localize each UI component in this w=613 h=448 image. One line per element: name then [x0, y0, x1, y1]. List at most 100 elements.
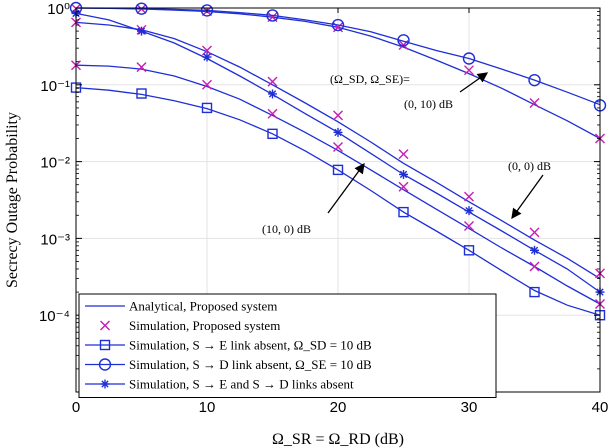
- data-point-proposed-0-0-stroke: [333, 110, 343, 121]
- data-point-proposed-10-0: [136, 62, 147, 73]
- legend-marker: [99, 339, 111, 351]
- x-tick-label: 40: [592, 399, 609, 416]
- data-point-no-se: [201, 102, 213, 114]
- legend-marker-shape: [98, 358, 112, 371]
- data-point-no-sd-shape: [200, 4, 214, 17]
- data-point-proposed-0-10-stroke: [529, 97, 540, 108]
- data-point-no-sd: [331, 18, 345, 32]
- data-point-no-se-sd: [464, 206, 474, 216]
- legend-marker: [100, 379, 110, 389]
- data-point-proposed-0-10-stroke: [464, 65, 474, 76]
- legend-item: Simulation, S → E and S → D links absent: [85, 377, 354, 392]
- data-point-no-sd-shape: [135, 2, 148, 15]
- data-point-no-se: [267, 128, 278, 140]
- annotation-arrow-10-0: [327, 162, 365, 214]
- data-point-proposed-10-0: [464, 221, 474, 232]
- data-point-proposed-10-0-stroke: [529, 261, 540, 272]
- data-point-no-se-sd-stroke: [137, 27, 146, 35]
- data-point-no-se: [332, 164, 344, 176]
- data-point-no-se-shape: [136, 88, 147, 99]
- data-point-proposed-10-0: [202, 79, 212, 90]
- data-point-proposed-0-0: [529, 227, 540, 238]
- data-point-no-se-sd: [268, 89, 277, 99]
- data-point-no-sd-shape: [331, 18, 345, 32]
- x-tick-label: 30: [461, 399, 478, 416]
- data-point-no-se-sd: [530, 245, 539, 255]
- legend-marker-stroke: [101, 380, 109, 388]
- data-point-proposed-10-0-stroke: [398, 181, 409, 192]
- data-point-proposed-0-0-stroke: [464, 191, 474, 202]
- x-tick-label: 0: [72, 399, 80, 416]
- series-no-sd: [69, 1, 607, 112]
- data-point-no-se-sd: [399, 169, 408, 179]
- data-point-no-se-sd-stroke: [334, 128, 342, 137]
- data-point-no-sd: [528, 73, 541, 87]
- data-point-proposed-10-0-stroke: [136, 62, 147, 73]
- data-point-no-se-sd: [333, 127, 343, 137]
- data-point-proposed-0-0-stroke: [398, 149, 409, 160]
- data-point-no-se-shape: [267, 128, 278, 140]
- data-point-no-sd-shape: [462, 52, 476, 65]
- data-point-no-sd: [397, 34, 410, 47]
- legend-box: [78, 293, 497, 398]
- data-point-proposed-10-0-stroke: [464, 221, 474, 232]
- data-point-proposed-10-0: [333, 141, 343, 152]
- series-proposed-10-0: [71, 60, 605, 309]
- data-point-no-se-shape: [398, 206, 409, 218]
- data-point-no-se: [529, 286, 540, 298]
- legend-marker: [100, 320, 110, 331]
- data-point-no-se-sd: [202, 52, 212, 62]
- data-point-proposed-0-0-stroke: [202, 45, 212, 56]
- data-point-proposed-0-0: [464, 191, 474, 202]
- y-tick-label: 10⁰: [47, 1, 70, 18]
- x-axis-label: Ω_SR = Ω_RD (dB): [272, 431, 404, 448]
- data-point-no-se: [398, 206, 409, 218]
- data-point-no-sd: [200, 4, 214, 17]
- data-point-no-se-sd-stroke: [530, 246, 539, 254]
- data-point-no-sd-shape: [266, 9, 279, 22]
- data-point-no-se-sd-stroke: [399, 170, 408, 179]
- legend-item: Simulation, S → E link absent, Ω_SD = 10…: [85, 338, 372, 353]
- data-point-no-se-sd-stroke: [268, 90, 277, 98]
- series-line-no-sd: [75, 7, 601, 106]
- legend-marker-shape: [99, 339, 111, 351]
- data-point-proposed-10-0: [529, 261, 540, 272]
- data-point-no-sd: [462, 52, 476, 65]
- annotation-0-10: (0, 10) dB: [404, 97, 453, 111]
- data-point-no-se-shape: [332, 164, 344, 176]
- data-point-no-sd-shape: [397, 34, 410, 47]
- data-point-proposed-10-0: [398, 181, 409, 192]
- data-point-proposed-0-0: [202, 45, 212, 56]
- legend: Analytical, Proposed system Simulation, P…: [78, 293, 497, 398]
- legend-item: Simulation, Proposed system: [100, 318, 280, 333]
- data-point-no-se: [136, 88, 147, 99]
- legend-label: Simulation, Proposed system: [129, 318, 280, 333]
- y-tick-label: 10⁻¹: [40, 78, 70, 95]
- x-tick-label: 20: [330, 399, 347, 416]
- data-point-no-se-sd-stroke: [203, 53, 211, 61]
- y-tick-label: 10⁻⁴: [39, 308, 70, 325]
- data-point-proposed-10-0-stroke: [267, 108, 278, 119]
- data-point-proposed-0-0: [267, 76, 278, 87]
- data-point-proposed-0-0-stroke: [267, 76, 278, 87]
- data-point-proposed-0-0-stroke: [529, 227, 540, 238]
- legend-marker-stroke: [100, 320, 110, 331]
- data-point-proposed-10-0-stroke: [333, 141, 343, 152]
- legend-label: Simulation, S → E link absent, Ω_SD = 10…: [129, 338, 372, 353]
- legend-item: Analytical, Proposed system: [85, 299, 277, 314]
- data-point-no-se-shape: [201, 102, 213, 114]
- series-layer: [69, 1, 607, 321]
- series-line-proposed-0-0: [75, 21, 601, 280]
- data-point-proposed-0-0: [398, 149, 409, 160]
- data-point-no-sd-shape: [528, 73, 541, 87]
- series-line-proposed-10-0: [75, 64, 601, 305]
- data-point-no-se-shape: [463, 245, 475, 256]
- annotations: (Ω_SD, Ω_SE)= (0, 10) dB (0, 0) dB (10, …: [262, 72, 551, 236]
- x-tick-label: 10: [199, 399, 216, 416]
- data-point-proposed-10-0: [267, 108, 278, 119]
- legend-label: Analytical, Proposed system: [129, 299, 277, 314]
- legend-label: Simulation, S → D link absent, Ω_SE = 10…: [129, 357, 372, 372]
- y-tick-label: 10⁻³: [40, 231, 70, 248]
- data-point-proposed-0-10: [529, 97, 540, 108]
